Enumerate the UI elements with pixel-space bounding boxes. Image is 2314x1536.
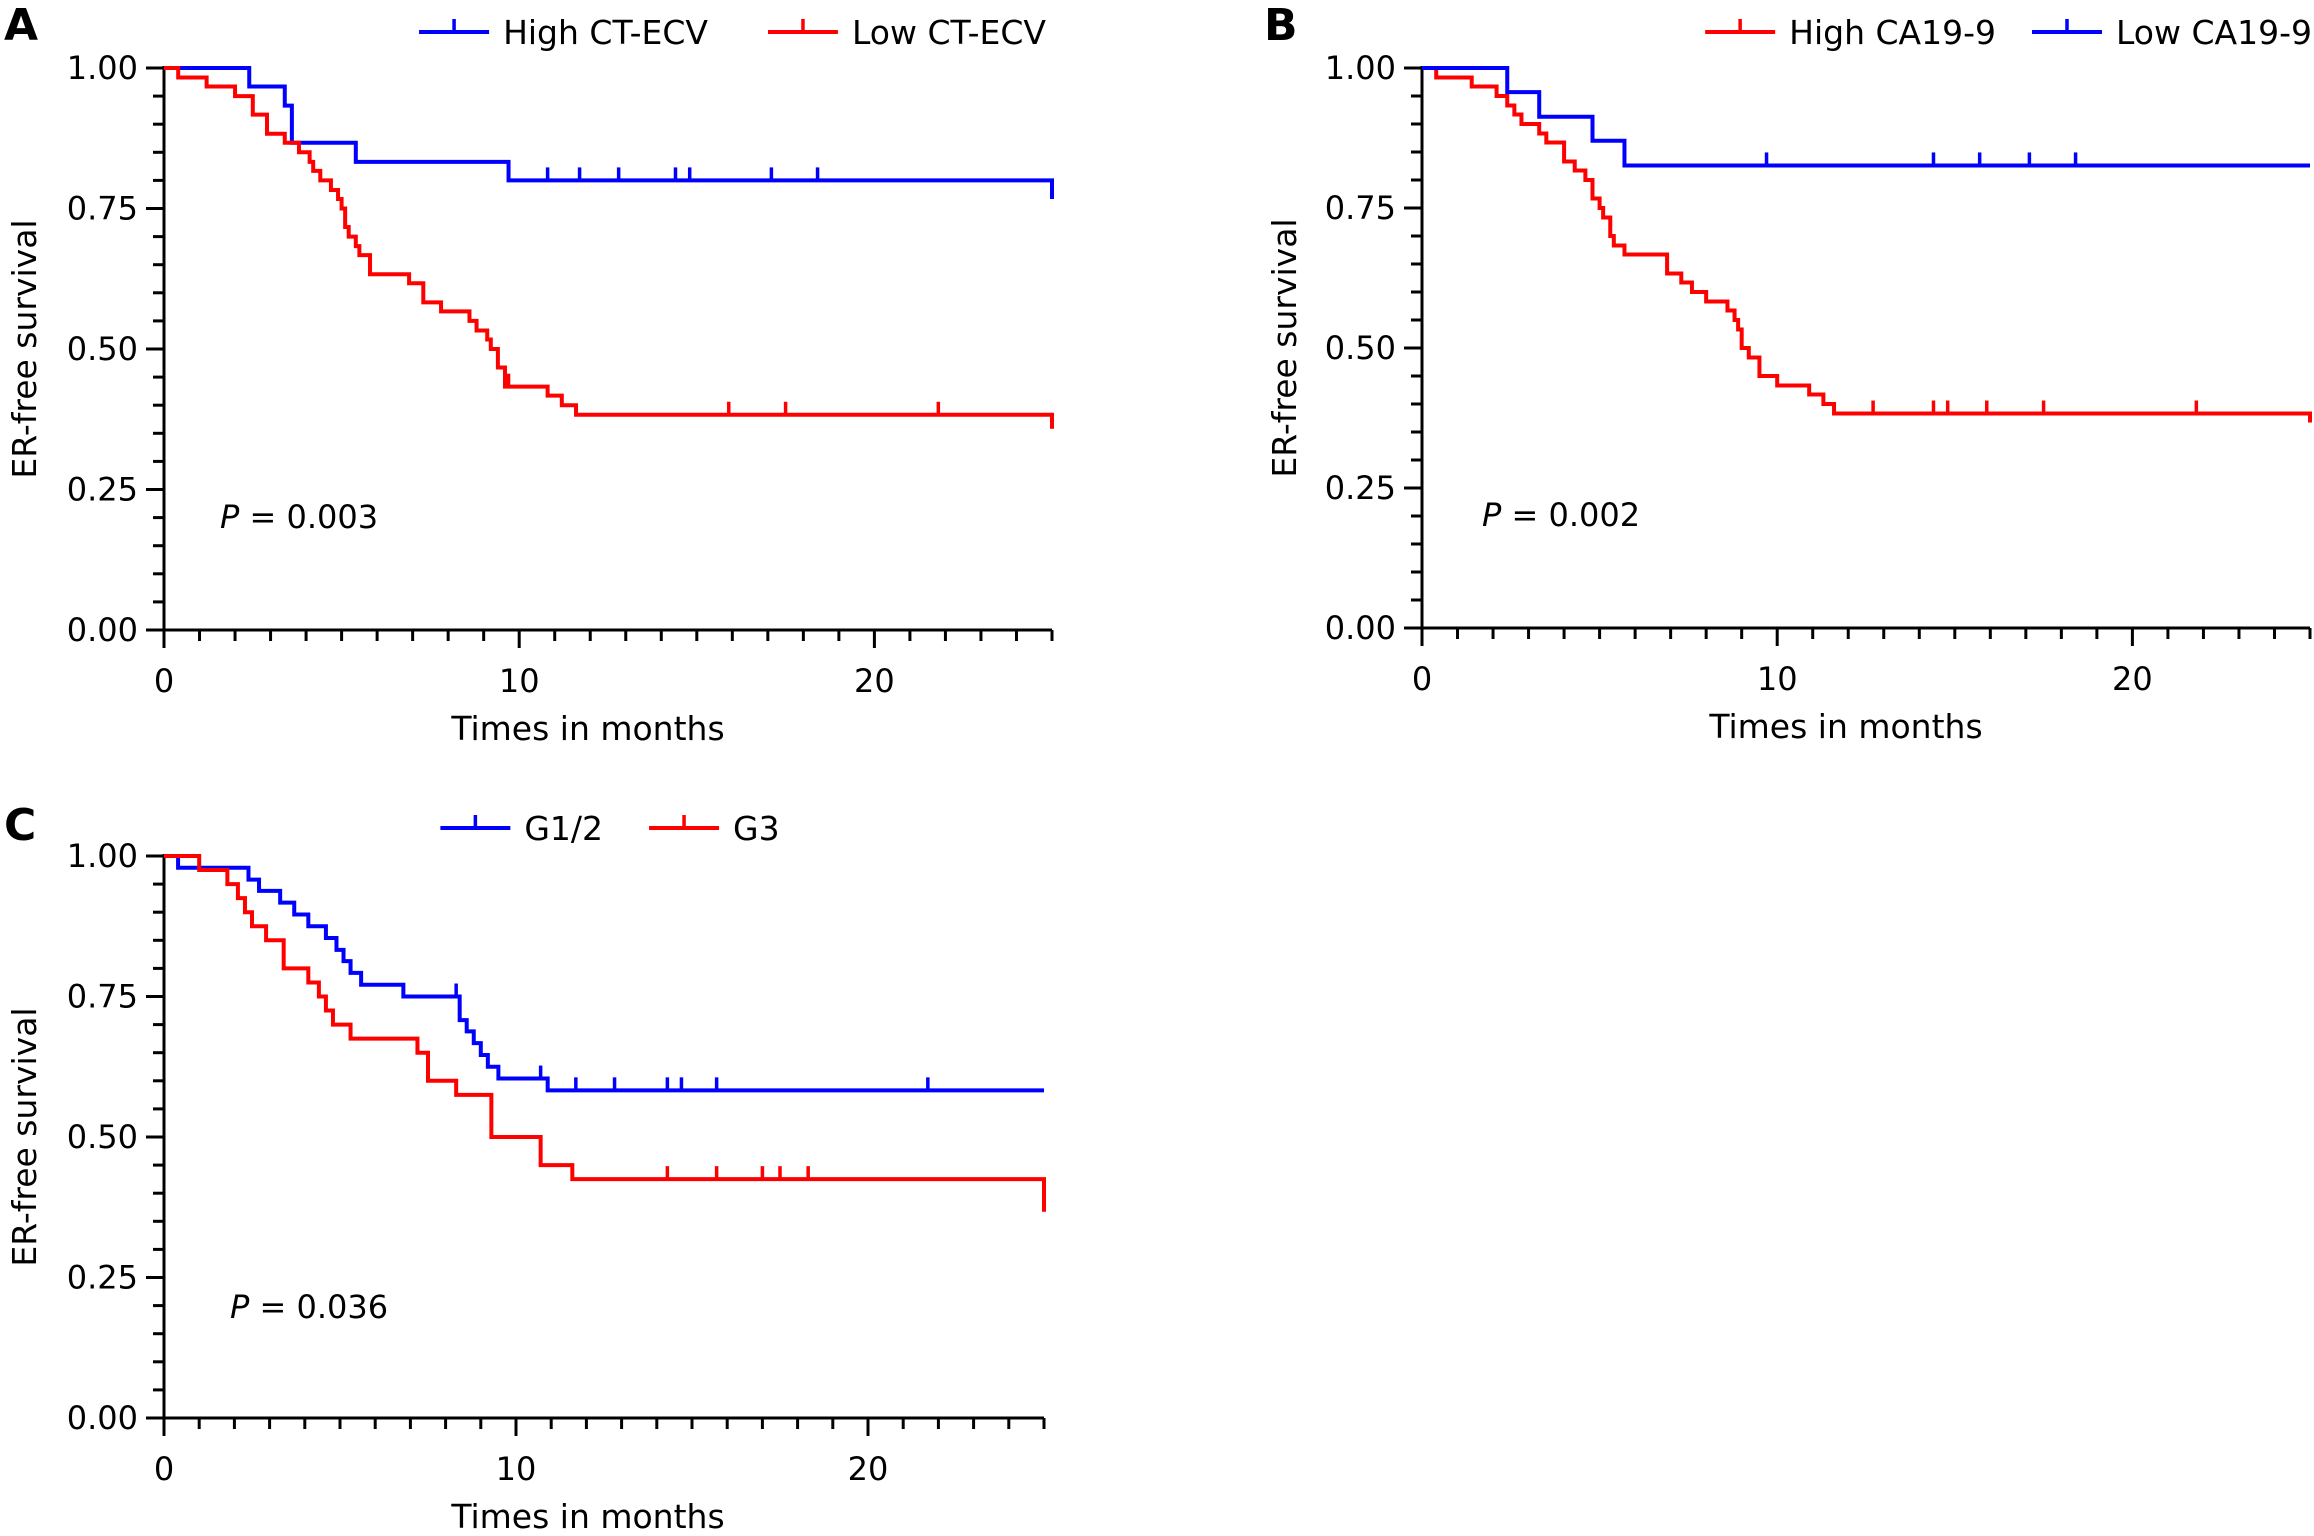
y-tick-label: 0.75 [1325, 189, 1396, 227]
y-tick-label: 0.75 [67, 978, 138, 1016]
x-tick-label: 20 [854, 662, 895, 700]
panel-c: C 0 10 20 0.00 0.25 0.50 0.75 1.00 Times in mont… [0, 790, 1100, 1536]
legend-label-0: G1/2 [524, 809, 603, 848]
p-value-text: = 0.003 [239, 498, 378, 536]
survival-chart-b: 0 10 20 0.00 0.25 0.50 0.75 1.00 Times in months… [1265, 13, 2312, 746]
y-tick-label: 0.75 [67, 190, 138, 228]
y-tick-label: 1.00 [67, 49, 138, 87]
y-axis-title: ER-free survival [5, 219, 44, 478]
x-axis-title: Times in months [450, 709, 724, 748]
y-axis-title: ER-free survival [1265, 218, 1304, 477]
y-tick-label: 0.25 [67, 471, 138, 509]
survival-curve-0 [164, 66, 1054, 199]
y-tick-label: 0.00 [67, 1399, 138, 1437]
x-tick-label: 0 [1412, 660, 1432, 698]
y-axis-title: ER-free survival [5, 1007, 44, 1266]
survival-curve-1 [164, 66, 1054, 429]
y-tick-label: 0.00 [67, 611, 138, 649]
panel-letter-a: A [4, 0, 39, 51]
survival-curve-0 [164, 854, 1044, 1093]
p-value-text: = 0.002 [1501, 496, 1640, 534]
panel-letter-b: B [1264, 0, 1298, 51]
x-tick-label: 10 [496, 1450, 537, 1488]
y-tick-label: 1.00 [1325, 49, 1396, 87]
legend-label-0: High CA19-9 [1789, 13, 1996, 52]
p-value-text: = 0.036 [249, 1288, 388, 1326]
survival-curve-0 [1422, 66, 2312, 423]
survival-curve-1 [1422, 66, 2310, 168]
y-tick-label: 0.50 [67, 330, 138, 368]
x-tick-label: 20 [848, 1450, 889, 1488]
y-tick-label: 0.25 [1325, 469, 1396, 507]
x-tick-label: 10 [1757, 660, 1798, 698]
survival-chart-c: 0 10 20 0.00 0.25 0.50 0.75 1.00 Times in months… [5, 809, 1046, 1536]
x-tick-label: 0 [154, 662, 174, 700]
p-value-symbol: P [220, 498, 240, 536]
survival-chart-a: 0 10 20 0.00 0.25 0.50 0.75 1.00 Times in months… [5, 13, 1054, 748]
x-tick-label: 0 [154, 1450, 174, 1488]
legend-label-1: Low CA19-9 [2116, 13, 2312, 52]
x-axis-title: Times in months [450, 1497, 724, 1536]
y-tick-label: 0.50 [67, 1118, 138, 1156]
y-tick-label: 1.00 [67, 837, 138, 875]
y-tick-label: 0.25 [67, 1259, 138, 1297]
panel-b: B 0 10 20 0.00 0.25 0.50 0.75 1.00 Times in mont… [1260, 0, 2312, 770]
legend-label-0: High CT-ECV [503, 13, 708, 52]
p-value-annotation: P = 0.002 [1482, 496, 1640, 534]
p-value-annotation: P = 0.036 [230, 1288, 388, 1326]
p-value-annotation: P = 0.003 [220, 498, 378, 536]
x-axis-title: Times in months [1708, 707, 1982, 746]
legend-label-1: Low CT-ECV [852, 13, 1046, 52]
panel-a: A 0 10 20 0.00 0.25 0.50 0.75 1.00 Times in mont… [0, 0, 1100, 770]
panel-letter-c: C [4, 800, 37, 851]
p-value-symbol: P [230, 1288, 250, 1326]
x-tick-label: 20 [2112, 660, 2153, 698]
y-tick-label: 0.00 [1325, 609, 1396, 647]
x-tick-label: 10 [499, 662, 540, 700]
y-tick-label: 0.50 [1325, 329, 1396, 367]
p-value-symbol: P [1482, 496, 1502, 534]
legend-label-1: G3 [733, 809, 780, 848]
survival-curve-1 [164, 854, 1046, 1212]
